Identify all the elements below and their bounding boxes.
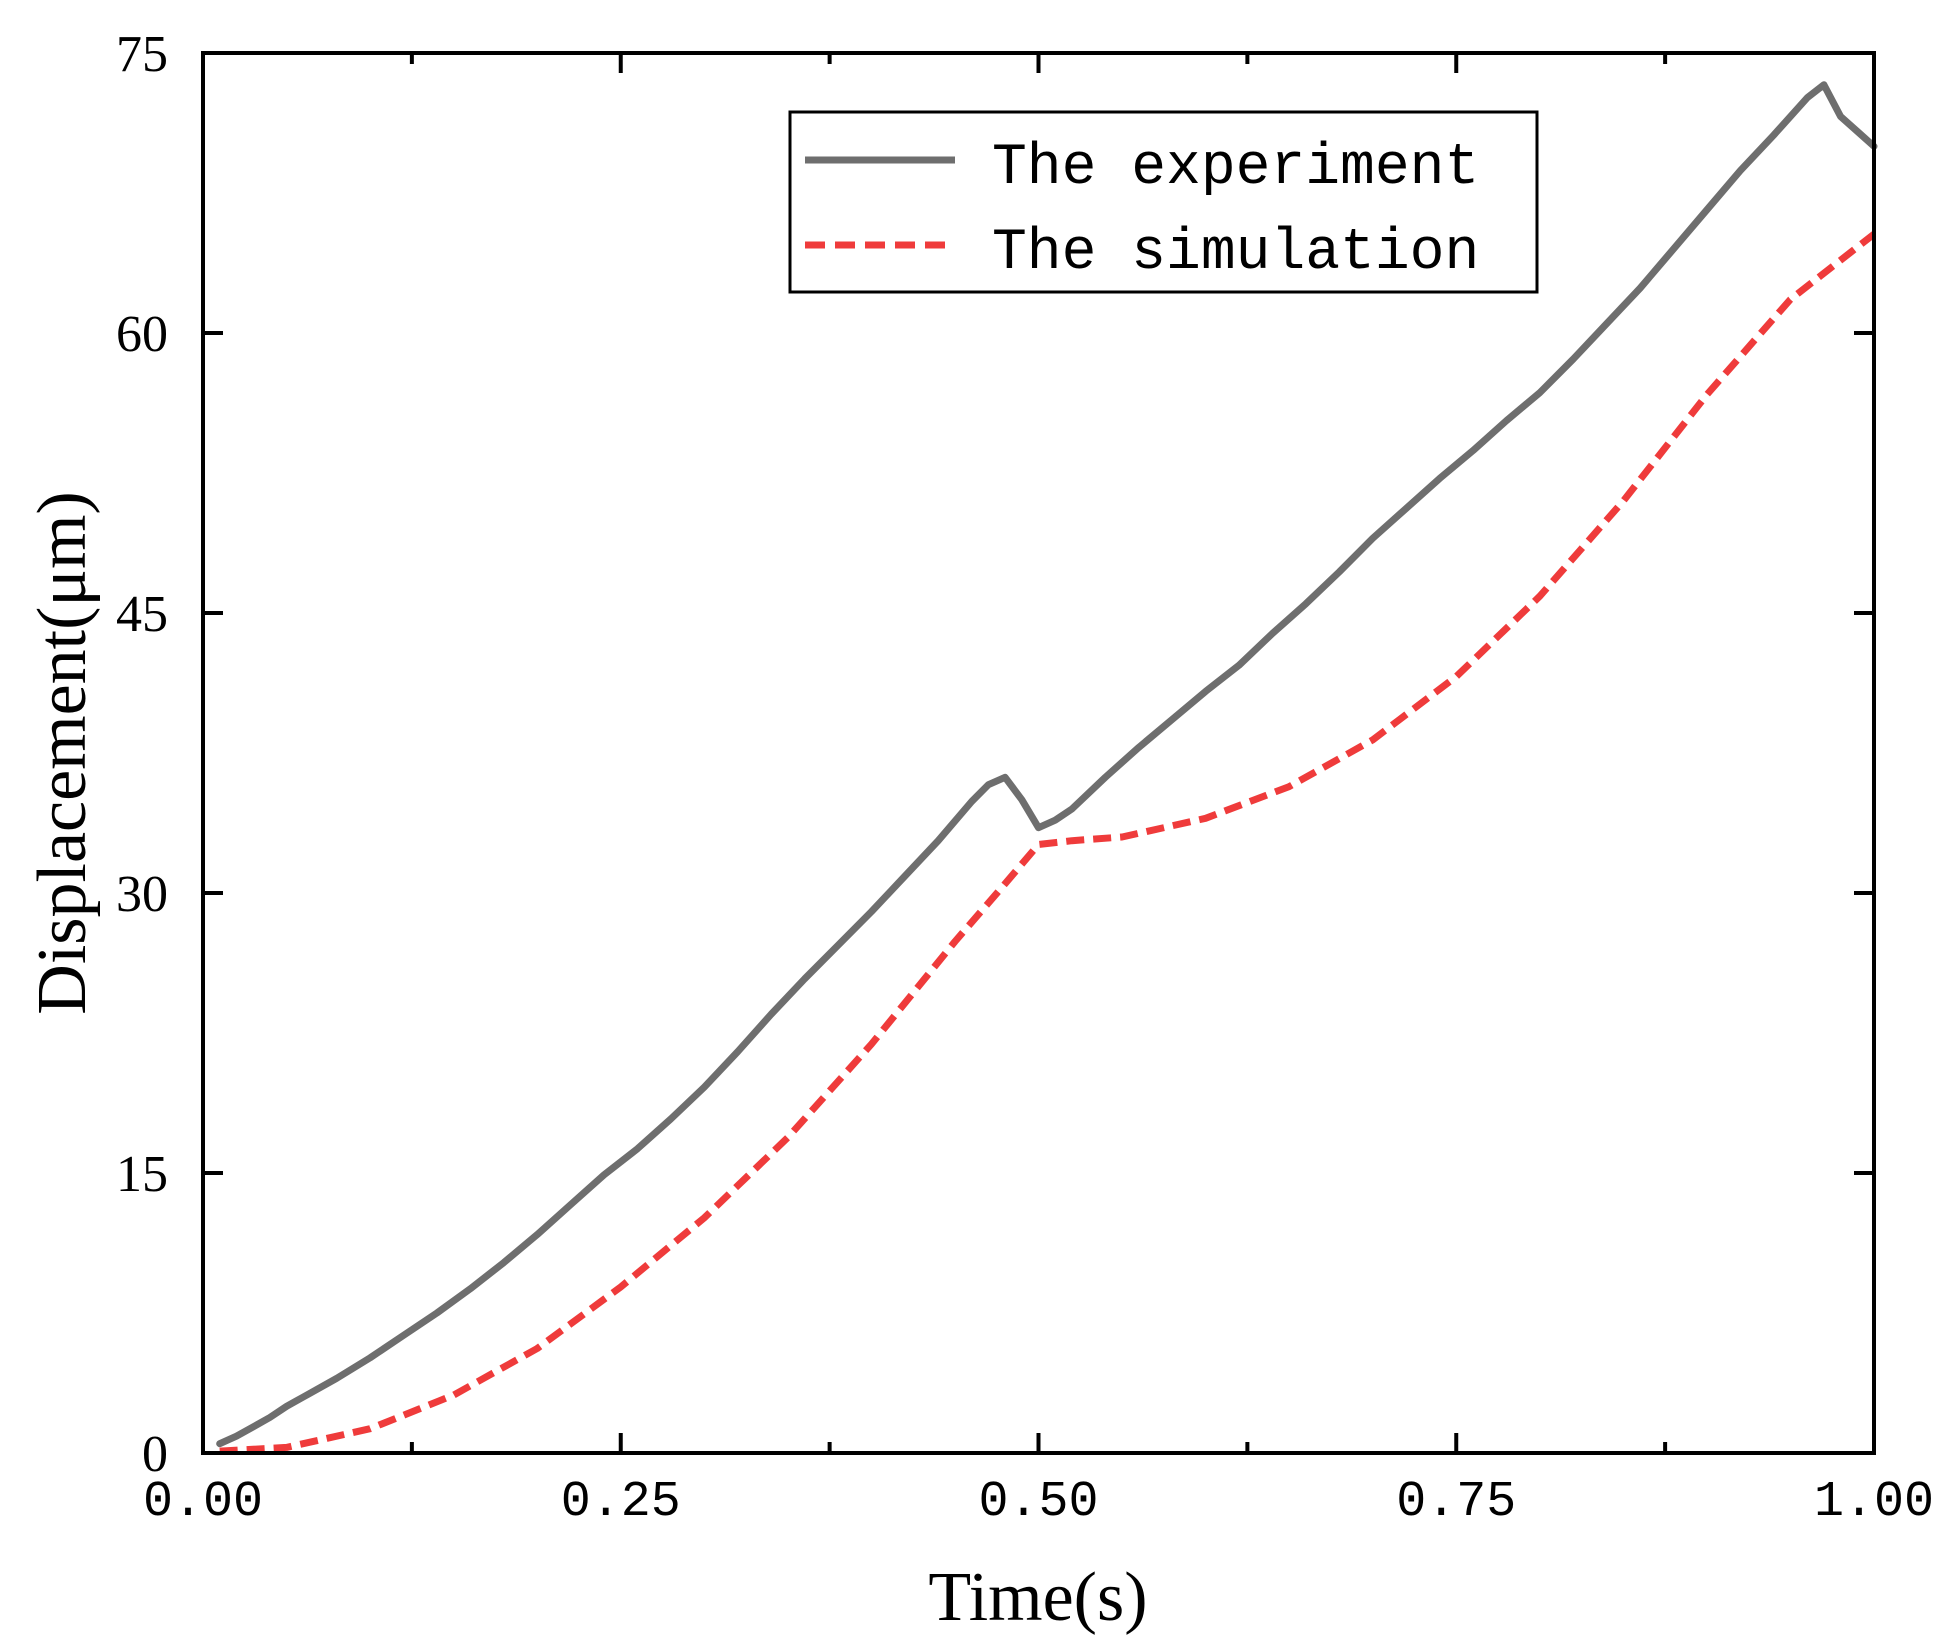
x-tick-label-4: 1.00 [1814, 1474, 1934, 1531]
series-line-experiment [216, 81, 1878, 1448]
x-tick-label-3: 0.75 [1396, 1474, 1516, 1531]
y-axis-title: Displacement(μm) [24, 491, 101, 1014]
legend: The experiment The simulation [788, 110, 1539, 294]
series-line-simulation [219, 231, 1877, 1455]
legend-label-experiment: The experiment [992, 136, 1479, 201]
y-tick-label-4: 60 [116, 306, 168, 363]
plot-lines [216, 81, 1878, 1455]
y-tick-label-1: 15 [116, 1146, 168, 1203]
x-tick-label-2: 0.50 [978, 1474, 1098, 1531]
x-tick-label-0: 0.00 [143, 1474, 263, 1531]
y-tick-label-0: 0 [142, 1426, 168, 1483]
y-tick-label-3: 45 [116, 586, 168, 643]
legend-box [788, 110, 1539, 294]
legend-label-simulation: The simulation [992, 221, 1479, 286]
y-tick-label-5: 75 [116, 26, 168, 83]
tick-marks [201, 51, 1876, 1455]
tick-labels: 0.00 0.25 0.50 0.75 1.00 0 15 30 45 60 75 [116, 26, 1934, 1531]
x-axis-title: Time(s) [928, 1559, 1147, 1636]
y-tick-label-2: 30 [116, 866, 168, 923]
x-tick-label-1: 0.25 [561, 1474, 681, 1531]
